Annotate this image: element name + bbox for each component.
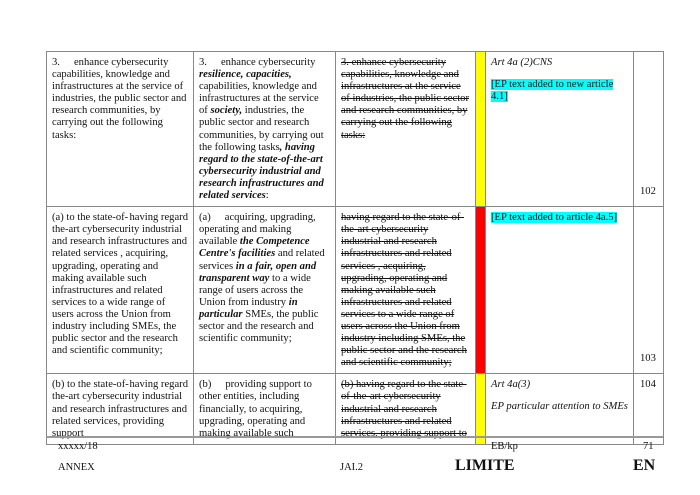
table-row: (a) having regard to the state-of-the-art… — [46, 206, 664, 375]
text-segment: capabilities, knowledge and infrastructu… — [199, 81, 319, 117]
text-segment: the Competence Centre's facilities — [199, 236, 310, 260]
footer-dept: JAI.2 — [340, 462, 364, 473]
comparison-table: 3. enhance cybersecurity capabilities, kn… — [46, 50, 664, 445]
table-row: 3. enhance cybersecurity capabilities, kn… — [46, 50, 664, 208]
ep-text-cell: (a) acquiring, upgrading, operating and m… — [193, 206, 336, 375]
footer-classification: LIMITE — [455, 457, 515, 474]
row-number-cell: 102 — [633, 50, 664, 208]
footer-annex: ANNEX — [58, 462, 95, 473]
text-segment: in a fair, open and transparent way — [199, 260, 317, 284]
text-segment: enhance cybersecurity — [220, 57, 316, 68]
footer-doc-ref: xxxxx/18 — [58, 441, 98, 452]
row-number-cell: 103 — [633, 206, 664, 375]
text-segment: , having regard to the state-of-the-art … — [199, 141, 324, 202]
commission-text-cell: 3. enhance cybersecurity capabilities, kn… — [46, 50, 194, 208]
row-number: 104 — [640, 379, 656, 391]
comment-text: EP particular attention to SMEs — [491, 401, 628, 413]
table-row: (b) having regard to the state-of-the-art… — [46, 373, 664, 445]
text-segment: enhance cybersecurity capabilities, know… — [52, 57, 187, 141]
text-segment: (b) — [199, 379, 212, 391]
ep-text-cell: (b) providing support to other entities, … — [193, 373, 336, 445]
text-segment: society, — [210, 105, 243, 117]
text-segment: having regard — [129, 379, 188, 391]
footer-language: EN — [633, 457, 656, 474]
text-segment: SMEs, the public sector and the research… — [199, 308, 319, 345]
commission-text-cell: (a) having regard to the state-of-the-art… — [46, 206, 194, 375]
text-segment: 3. enhance cybersecurity capabilities, k… — [341, 57, 469, 141]
text-segment: and related services — [199, 248, 325, 272]
text-segment: (a) — [199, 212, 211, 224]
ep-text-cell: 3. enhance cybersecurity resilience, capa… — [193, 50, 336, 208]
text-segment: : — [265, 190, 269, 202]
text-segment: acquiring, upgrading, operating and maki… — [199, 212, 316, 248]
text-segment: in particular — [199, 296, 298, 320]
article-reference: Art 4a (2)CNS — [491, 57, 553, 68]
text-segment: resilience, capacities, — [199, 69, 292, 81]
council-text-cell: having regard to the state-of-the-art cy… — [335, 206, 476, 375]
footer-initials: EB/kp — [491, 441, 518, 452]
council-text-cell: (b) having regard to the state-of-the-ar… — [335, 373, 476, 445]
comment-cell: [EP text added to article 4a.5] — [485, 206, 634, 375]
text-segment: having regard — [129, 212, 188, 224]
text-segment: to the state-of-the-art cybersecurity in… — [52, 379, 188, 439]
comment-text: [EP text added to article 4a.5] — [491, 212, 618, 224]
row-number: 103 — [640, 353, 656, 365]
text-segment: to the state-of-the-art cybersecurity in… — [52, 212, 188, 357]
text-segment: 3. — [52, 57, 60, 68]
text-segment: having regard to the state-of-the-art cy… — [341, 212, 467, 369]
footer-page-number: 71 — [643, 441, 654, 452]
comment-cell: Art 4a(3) EP particular attention to SMEs — [485, 373, 634, 445]
row-number-cell: 104 — [633, 373, 664, 445]
status-color-bar — [475, 50, 486, 208]
comment-text: [EP text added to new article 4.1] — [491, 79, 614, 103]
text-segment: (a) — [52, 212, 64, 224]
status-color-bar — [475, 206, 486, 375]
text-segment: providing support to other entities, inc… — [199, 379, 312, 439]
council-text-cell: 3. enhance cybersecurity capabilities, k… — [335, 50, 476, 208]
text-segment: to a wide range of users across the Unio… — [199, 272, 311, 308]
row-number: 102 — [640, 186, 656, 198]
status-color-bar — [475, 373, 486, 445]
text-segment: (b) — [52, 379, 65, 391]
text-segment: 3. — [199, 57, 207, 68]
footer-divider — [46, 436, 663, 438]
commission-text-cell: (b) having regard to the state-of-the-art… — [46, 373, 194, 445]
article-reference: Art 4a(3) — [491, 379, 531, 391]
text-segment: (b) having regard to the state-of-the-ar… — [341, 379, 467, 439]
comment-cell: Art 4a (2)CNS [EP text added to new artic… — [485, 50, 634, 208]
text-segment: industries, the public sector and resear… — [199, 105, 324, 153]
